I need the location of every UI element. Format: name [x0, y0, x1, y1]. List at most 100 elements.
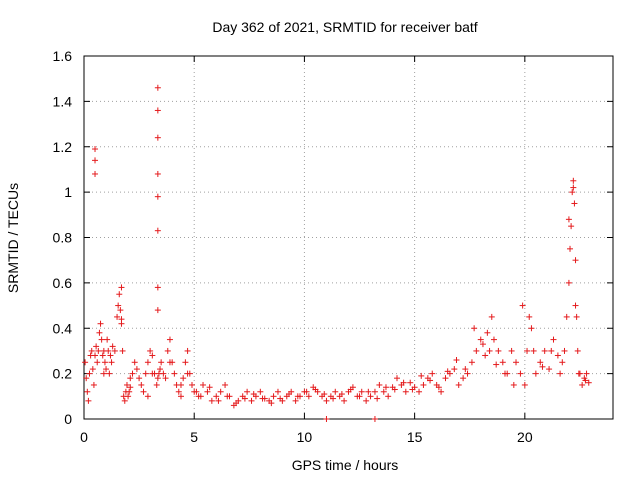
- data-point: [455, 381, 462, 388]
- data-point: [579, 381, 586, 388]
- data-point: [204, 388, 211, 395]
- data-point: [184, 370, 191, 377]
- y-axis-label: SRMTID / TECUs: [5, 183, 21, 293]
- data-point: [409, 386, 416, 393]
- x-tick-label: 15: [407, 429, 423, 445]
- data-point: [486, 347, 493, 354]
- data-point: [98, 336, 105, 343]
- data-point: [330, 395, 337, 402]
- data-point: [537, 359, 544, 366]
- data-point: [154, 307, 161, 314]
- data-point: [323, 397, 330, 404]
- data-point: [451, 366, 458, 373]
- data-point: [92, 146, 99, 153]
- data-point: [574, 347, 581, 354]
- data-point: [106, 370, 113, 377]
- data-point: [571, 200, 578, 207]
- data-point: [513, 359, 520, 366]
- data-point: [268, 400, 275, 407]
- data-point: [554, 352, 561, 359]
- data-point: [166, 359, 173, 366]
- y-tick-label: 1.6: [53, 48, 73, 64]
- data-point: [565, 216, 572, 223]
- data-point: [582, 377, 589, 384]
- data-point: [358, 388, 365, 395]
- data-point: [114, 313, 121, 320]
- data-point: [429, 370, 436, 377]
- data-point: [524, 347, 531, 354]
- data-point: [175, 388, 182, 395]
- data-point: [109, 343, 116, 350]
- data-point: [101, 359, 108, 366]
- data-point: [427, 377, 434, 384]
- data-point: [400, 379, 407, 386]
- data-point: [103, 366, 110, 373]
- data-point: [154, 134, 161, 141]
- data-point: [482, 352, 489, 359]
- data-point: [382, 384, 389, 391]
- data-point: [222, 381, 229, 388]
- data-point: [123, 381, 130, 388]
- data-point: [89, 366, 96, 373]
- y-tick-label: 0: [64, 411, 72, 427]
- data-point: [117, 307, 124, 314]
- data-point: [323, 416, 330, 422]
- data-point: [171, 370, 178, 377]
- data-point: [125, 393, 132, 400]
- data-point: [83, 375, 90, 382]
- data-point: [321, 391, 328, 398]
- data-point: [521, 381, 528, 388]
- data-point: [374, 395, 381, 402]
- data-point: [292, 397, 299, 404]
- data-point: [160, 370, 167, 377]
- data-point: [157, 366, 164, 373]
- data-point: [250, 391, 257, 398]
- data-point: [488, 313, 495, 320]
- data-point: [569, 189, 576, 196]
- data-point: [420, 381, 427, 388]
- data-point: [464, 370, 471, 377]
- data-point: [84, 388, 91, 395]
- data-point: [418, 372, 425, 379]
- data-point: [154, 193, 161, 200]
- data-point: [530, 347, 537, 354]
- data-point: [471, 325, 478, 332]
- data-point: [371, 416, 378, 422]
- y-tick-label: 1.4: [53, 93, 73, 109]
- data-point: [453, 357, 460, 364]
- data-point: [259, 395, 266, 402]
- data-point: [154, 84, 161, 91]
- data-point: [468, 359, 475, 366]
- data-point: [495, 347, 502, 354]
- y-tick-label: 0.6: [53, 275, 73, 291]
- data-point: [92, 157, 99, 164]
- data-point: [557, 370, 564, 377]
- data-point: [127, 375, 134, 382]
- data-point: [154, 170, 161, 177]
- x-tick-label: 10: [297, 429, 313, 445]
- data-point: [407, 379, 414, 386]
- data-point: [92, 352, 99, 359]
- data-point: [546, 366, 553, 373]
- data-point: [312, 386, 319, 393]
- data-point: [100, 370, 107, 377]
- data-point: [501, 370, 508, 377]
- data-point: [233, 400, 240, 407]
- data-point: [82, 359, 89, 366]
- data-point: [94, 359, 101, 366]
- data-point: [213, 393, 220, 400]
- data-point: [182, 359, 189, 366]
- data-point: [241, 395, 248, 402]
- data-point: [133, 366, 140, 373]
- data-point: [526, 313, 533, 320]
- data-point: [510, 381, 517, 388]
- x-tick-label: 20: [517, 429, 533, 445]
- data-point: [376, 381, 383, 388]
- data-point: [385, 393, 392, 400]
- data-point: [154, 227, 161, 234]
- data-point: [274, 388, 281, 395]
- data-point: [541, 347, 548, 354]
- x-axis-label: GPS time / hours: [292, 457, 399, 473]
- data-point: [583, 370, 590, 377]
- data-point: [118, 316, 125, 323]
